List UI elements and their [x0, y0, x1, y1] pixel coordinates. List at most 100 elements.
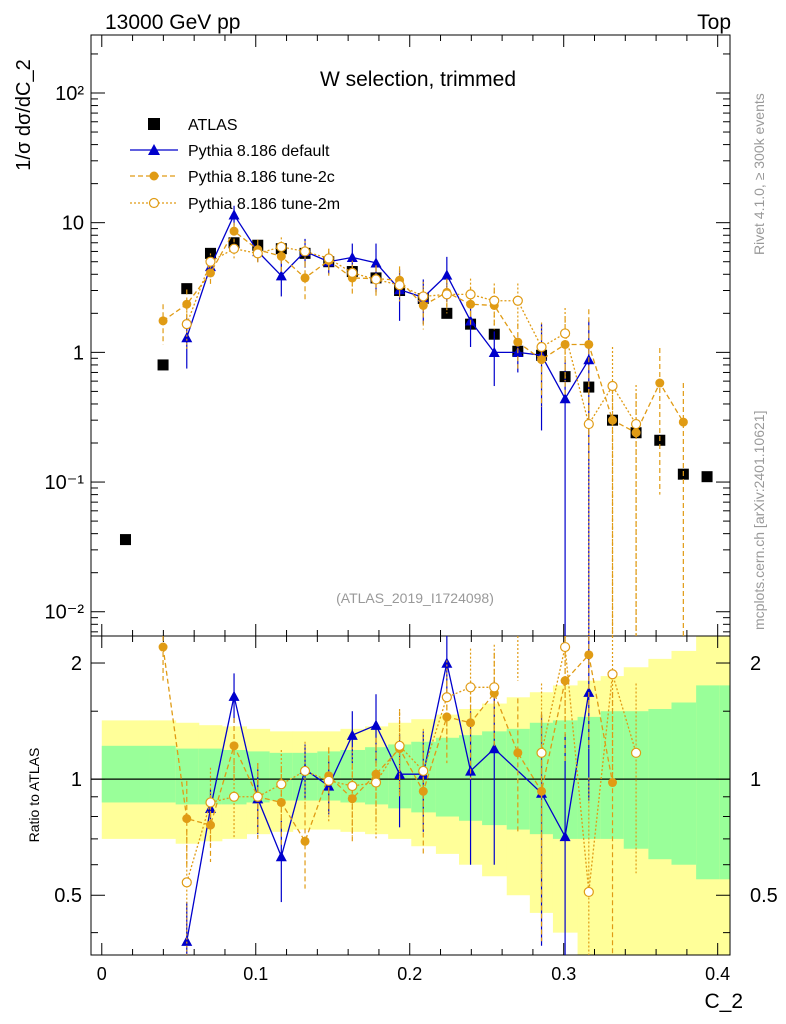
point-tune-2m: [323, 775, 334, 786]
point-tune-2c: [584, 650, 594, 660]
point-tune-2c: [276, 251, 286, 261]
point-tune-2c: [631, 428, 641, 438]
x-tick-label: 0.2: [397, 964, 422, 984]
point-default: [181, 935, 193, 946]
point-tune-2c: [300, 273, 310, 283]
legend-label: ATLAS: [188, 117, 238, 134]
point-tune-2c: [158, 316, 168, 326]
point-tune-2m: [536, 341, 547, 353]
y-tick-label: 10²: [55, 83, 84, 105]
main-y-label: 1/σ dσ/dC_2: [13, 59, 35, 170]
ratio-y-tick-label: 2: [71, 653, 82, 675]
point-tune-2c: [537, 786, 547, 796]
point-tune-2m: [489, 295, 500, 306]
data-marks: [119, 205, 713, 955]
ratio-y-tick-label: 0.5: [750, 885, 778, 907]
point-tune-2c: [182, 299, 192, 309]
point-default: [559, 831, 571, 842]
point-tune-2m: [559, 328, 571, 339]
point-tune-2m: [394, 280, 405, 291]
y-tick-label: 10: [62, 213, 84, 235]
point-tune-2c: [655, 378, 665, 388]
point-tune-2m: [441, 289, 452, 300]
x-tick-label: 0.4: [705, 964, 730, 984]
point-atlas: [228, 237, 240, 249]
y-tick-label: 1: [73, 342, 84, 364]
point-tune-2c: [584, 339, 594, 349]
main-y-label-text: 1/σ dσ/dC_2: [13, 59, 35, 170]
point-tune-2m: [276, 779, 287, 790]
point-tune-2c: [205, 268, 215, 278]
point-tune-2m: [205, 797, 216, 808]
point-tune-2m: [607, 380, 618, 392]
band-green: [671, 702, 697, 865]
x-tick-label: 0.1: [243, 964, 268, 984]
point-default: [559, 393, 571, 404]
band-green: [696, 685, 720, 880]
point-tune-2c: [300, 836, 310, 846]
x-tick-label: 0.3: [551, 964, 576, 984]
point-default: [441, 269, 453, 280]
point-default: [228, 690, 240, 701]
point-tune-2m: [630, 747, 642, 758]
header-right: Top: [697, 11, 731, 34]
ratio-y-tick-label: 1: [71, 769, 82, 791]
point-default: [275, 851, 287, 862]
side-mcplots: mcplots.cern.ch [arXiv:2401.10621]: [751, 411, 767, 630]
band-green: [719, 685, 731, 880]
point-default: [228, 209, 240, 220]
point-default: [441, 657, 453, 668]
band-green: [340, 749, 366, 803]
point-tune-2c: [608, 778, 618, 788]
axes: 0 0.1 0.2 0.3 0.4 10⁻² 10⁻¹ 1 10 10² 0.5 0.5 1 1 2 2: [45, 34, 778, 984]
point-tune-2m: [299, 765, 311, 777]
point-tune-2m: [630, 418, 642, 430]
header-left: 13000 GeV pp: [105, 11, 240, 34]
band-green: [101, 745, 151, 803]
x-tick-label: 0: [97, 964, 107, 984]
x-axis-label: C_2: [704, 990, 743, 1013]
point-tune-2c: [466, 718, 476, 728]
point-tune-2m: [228, 791, 240, 802]
point-tune-2c: [347, 794, 357, 804]
point-tune-2m: [607, 669, 618, 680]
point-tune-2c: [229, 226, 239, 236]
point-tune-2m: [347, 267, 358, 278]
legend-marker-tune-2c: [149, 171, 159, 181]
point-tune-2m: [205, 256, 216, 267]
series-line-2: [162, 230, 684, 434]
point-default: [346, 729, 358, 740]
point-tune-2c: [418, 300, 428, 310]
point-tune-2c: [182, 814, 192, 824]
point-tune-2m: [441, 692, 452, 703]
point-default: [583, 686, 595, 697]
point-atlas: [119, 534, 131, 546]
ratio-y-tick-label: 2: [750, 653, 761, 675]
point-default: [488, 346, 500, 358]
side-rivet: Rivet 4.1.0, ≥ 300k events: [751, 93, 767, 255]
point-tune-2m: [418, 291, 429, 302]
point-tune-2m: [370, 274, 382, 285]
point-tune-2c: [158, 642, 168, 652]
legend: ATLAS Pythia 8.186 default Pythia 8.186 tu…: [130, 117, 340, 213]
legend-label: Pythia 8.186 default: [188, 143, 330, 160]
point-tune-2m: [583, 418, 594, 430]
point-tune-2m: [394, 740, 405, 751]
y-tick-label: 10⁻²: [45, 602, 85, 624]
point-tune-2m: [370, 777, 382, 788]
legend-marker-tune-2m: [148, 197, 160, 209]
point-default: [370, 719, 382, 730]
point-tune-2m: [347, 780, 358, 792]
point-tune-2m: [489, 682, 500, 693]
point-tune-2c: [229, 741, 239, 751]
ratio-y-label: Ratio to ATLAS: [26, 748, 42, 843]
band-green: [175, 748, 200, 805]
point-tune-2m: [418, 765, 429, 777]
point-tune-2c: [418, 786, 428, 796]
watermark: (ATLAS_2019_I1724098): [336, 590, 494, 606]
plot-title: W selection, trimmed: [320, 68, 516, 91]
series-line-2: [162, 646, 614, 843]
point-tune-2m: [323, 253, 334, 264]
point-default: [370, 257, 382, 268]
